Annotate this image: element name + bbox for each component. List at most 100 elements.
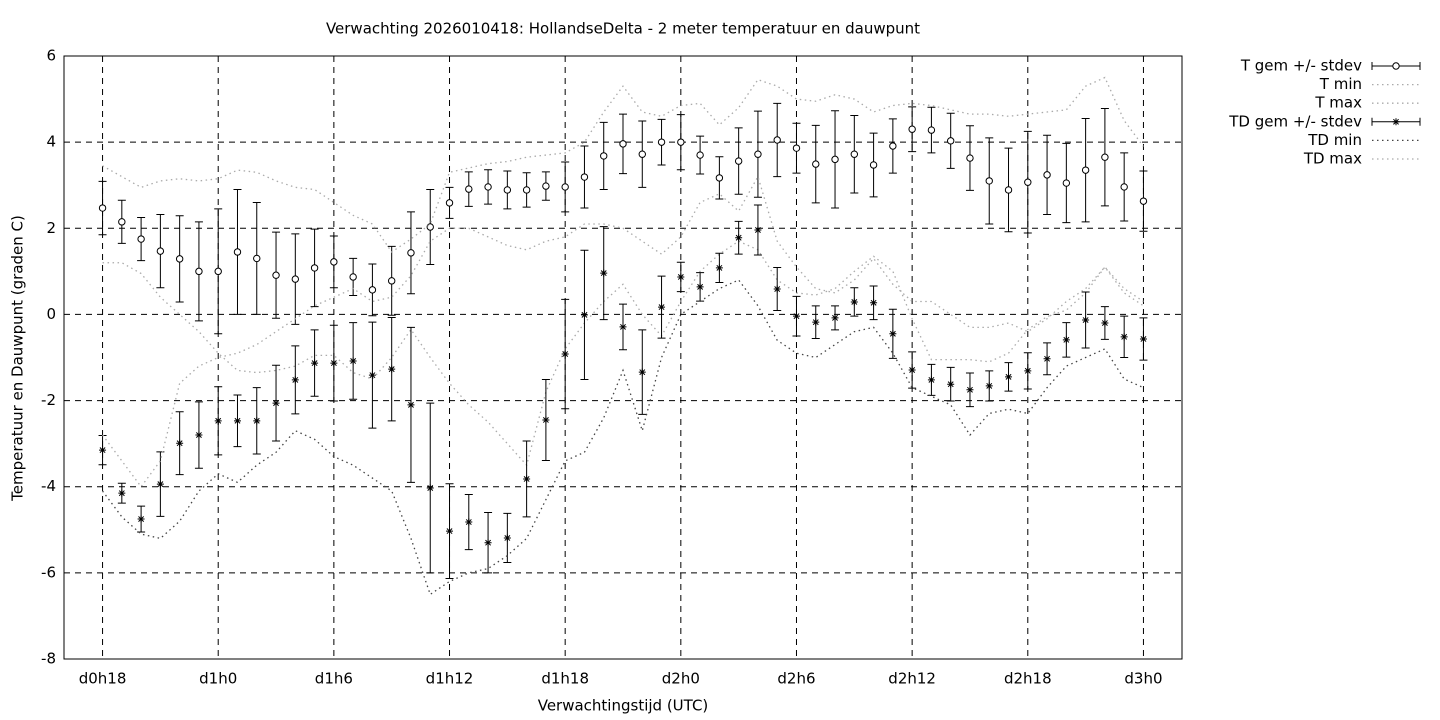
point-marker (696, 151, 704, 159)
point-marker (176, 439, 184, 447)
point-marker (368, 286, 377, 294)
point-marker (523, 475, 531, 483)
point-marker (426, 484, 434, 492)
point-marker (580, 311, 588, 319)
point-marker (1101, 153, 1109, 161)
point-marker (677, 273, 685, 281)
point-marker (503, 534, 511, 542)
point-marker (272, 399, 280, 407)
point-marker (233, 417, 241, 425)
point-marker (850, 150, 859, 158)
point-marker (156, 480, 164, 488)
point-marker (1043, 171, 1051, 179)
point-marker (831, 314, 839, 322)
point-marker (195, 431, 203, 439)
x-tick-label: d1h12 (426, 670, 474, 688)
point-marker (1062, 179, 1071, 187)
point-marker (735, 234, 743, 242)
series-line (102, 240, 1144, 467)
point-marker (195, 267, 203, 276)
y-tick-label: 0 (46, 305, 56, 323)
point-marker (330, 359, 338, 367)
point-marker (696, 283, 704, 291)
point-marker (850, 298, 858, 306)
point-marker (484, 183, 492, 191)
point-marker (889, 330, 897, 338)
point-marker (638, 368, 646, 376)
point-marker (870, 299, 878, 307)
point-marker (1024, 367, 1032, 375)
point-marker (214, 417, 222, 425)
point-marker (1120, 183, 1128, 191)
point-marker (600, 269, 608, 277)
plot-frame (63, 55, 1183, 660)
point-marker (1005, 373, 1013, 381)
point-marker (889, 142, 897, 150)
point-marker (561, 183, 569, 191)
point-marker (1024, 178, 1032, 186)
x-axis-label: Verwachtingstijd (UTC) (538, 697, 709, 715)
point-marker (368, 371, 376, 379)
x-tick-label: d2h0 (662, 670, 700, 688)
legend-label: T min (1319, 75, 1362, 93)
y-axis-label: Temperatuur en Dauwpunt (graden C) (9, 215, 27, 502)
point-marker (407, 401, 415, 409)
series-line (102, 76, 1144, 253)
legend-label: TD max (1303, 150, 1362, 168)
y-tick-label: -6 (41, 563, 56, 581)
point-marker (330, 258, 338, 266)
x-tick-label: d2h6 (777, 670, 815, 688)
point-marker (908, 125, 916, 133)
x-tick-label: d2h18 (1004, 670, 1052, 688)
point-marker (985, 177, 993, 185)
point-marker (484, 539, 492, 547)
point-marker (310, 264, 319, 272)
x-tick-label: d3h0 (1124, 670, 1162, 688)
legend-label: T gem +/- stdev (1240, 57, 1362, 75)
point-marker (715, 264, 723, 272)
point-marker (754, 226, 762, 234)
point-marker (869, 161, 878, 169)
point-marker (561, 350, 569, 358)
legend-label: TD min (1307, 131, 1362, 149)
point-marker (387, 277, 396, 285)
point-marker (927, 376, 935, 384)
point-marker (214, 267, 222, 276)
point-marker (137, 235, 145, 243)
legend-label: TD gem +/- stdev (1228, 112, 1362, 130)
point-marker (542, 182, 550, 190)
point-marker (137, 515, 145, 523)
point-marker (503, 186, 512, 194)
point-marker (966, 154, 974, 162)
point-marker (349, 273, 357, 281)
point-marker (966, 386, 974, 394)
y-tick-label: -2 (41, 391, 56, 409)
point-marker (118, 489, 126, 497)
point-marker (522, 186, 531, 194)
y-tick-label: 6 (46, 47, 56, 65)
point-marker (773, 136, 781, 144)
point-marker (1120, 333, 1128, 341)
y-tick-label: -8 (41, 650, 56, 668)
point-marker (253, 417, 261, 425)
point-marker (1139, 197, 1148, 205)
point-marker (715, 174, 724, 182)
y-tick-label: -4 (41, 477, 56, 495)
point-marker (156, 247, 165, 255)
point-marker (812, 318, 820, 326)
point-marker (1139, 335, 1147, 343)
x-tick-label: d0h18 (79, 670, 127, 688)
point-marker (233, 248, 242, 256)
point-marker (407, 249, 415, 257)
y-tick-label: 4 (46, 133, 56, 151)
point-marker (1101, 319, 1109, 327)
point-marker (272, 271, 280, 279)
point-marker (118, 218, 126, 226)
point-marker (792, 312, 800, 320)
legend-label: T max (1314, 94, 1362, 112)
point-marker (754, 150, 762, 158)
point-marker (1082, 316, 1090, 324)
point-marker (946, 137, 955, 145)
point-marker (812, 160, 820, 168)
